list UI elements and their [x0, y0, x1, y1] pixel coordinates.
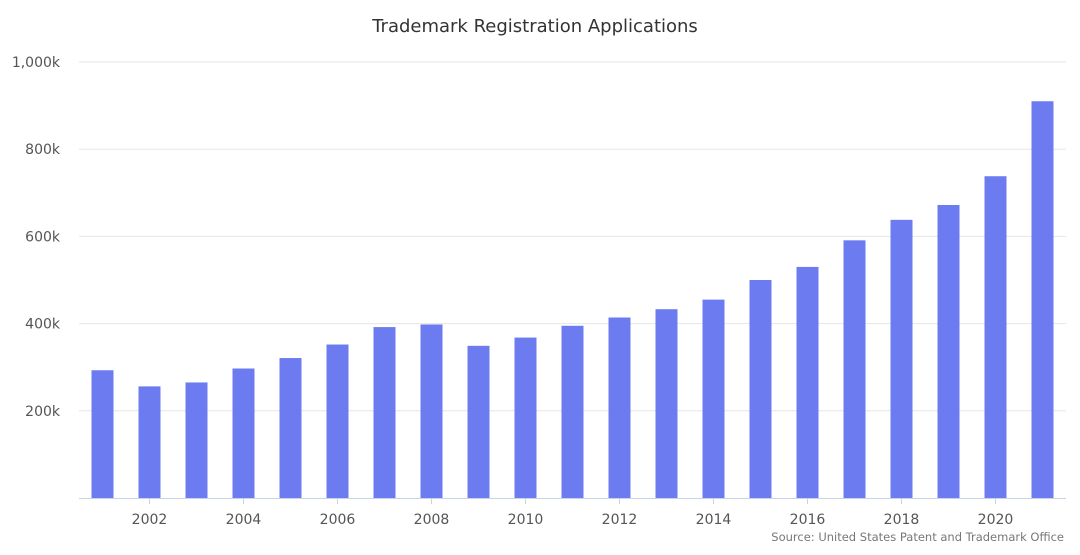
bar-2006[interactable]: [326, 344, 349, 498]
x-tick-label: 2018: [884, 512, 920, 528]
x-tick-label: 2004: [226, 512, 262, 528]
bar-2018[interactable]: [890, 219, 913, 498]
bar-2008[interactable]: [420, 324, 443, 498]
y-tick-label: 1,000k: [12, 55, 61, 71]
bar-2014[interactable]: [702, 299, 725, 498]
source-label: Source: United States Patent and Tradema…: [771, 530, 1064, 544]
bar-2003[interactable]: [185, 382, 208, 498]
bar-2017[interactable]: [843, 240, 866, 498]
x-tick-label: 2020: [978, 512, 1014, 528]
x-tick-label: 2010: [508, 512, 544, 528]
x-tick-label: 2008: [414, 512, 450, 528]
x-axis-tick-labels: 2002 2004 2006 2008 2010 2012 2014 2016 2018 2020: [132, 498, 1014, 528]
x-tick-label: 2012: [602, 512, 638, 528]
bars: [91, 101, 1054, 499]
bar-2009[interactable]: [467, 345, 490, 498]
bar-2010[interactable]: [514, 337, 537, 498]
bar-2020[interactable]: [984, 176, 1007, 498]
bar-2002[interactable]: [138, 386, 161, 498]
y-tick-label: 400k: [25, 317, 61, 333]
bar-2016[interactable]: [796, 266, 819, 498]
bar-2013[interactable]: [655, 309, 678, 498]
x-tick-label: 2002: [132, 512, 168, 528]
bar-2007[interactable]: [373, 327, 396, 498]
bar-2021[interactable]: [1031, 101, 1054, 499]
y-tick-label: 800k: [25, 142, 61, 158]
bar-2011[interactable]: [561, 325, 584, 498]
bar-2004[interactable]: [232, 368, 255, 498]
y-tick-label: 200k: [25, 404, 61, 420]
y-tick-label: 600k: [25, 229, 61, 245]
x-tick-label: 2006: [320, 512, 356, 528]
x-tick-label: 2014: [696, 512, 732, 528]
bar-2012[interactable]: [608, 317, 631, 498]
bar-2005[interactable]: [279, 358, 302, 498]
bar-2001[interactable]: [91, 370, 114, 498]
bar-2019[interactable]: [937, 205, 960, 498]
bar-2015[interactable]: [749, 280, 772, 498]
chart-title: Trademark Registration Applications: [371, 16, 698, 37]
y-axis-tick-labels: 200k 400k 600k 800k 1,000k: [12, 55, 61, 420]
x-tick-label: 2016: [790, 512, 826, 528]
